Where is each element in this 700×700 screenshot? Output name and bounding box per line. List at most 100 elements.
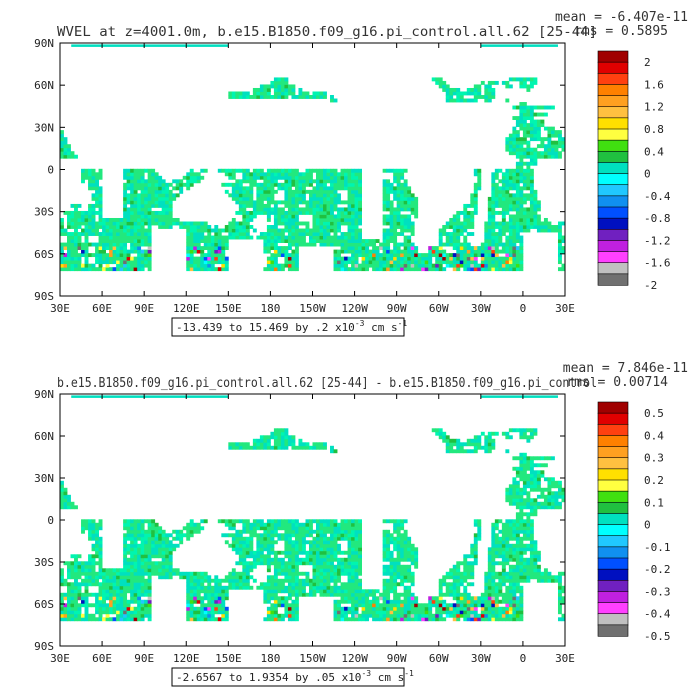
- contour-range-label: -2.6567 to 1.9354 by .05 x10-3 cm s-1: [176, 669, 414, 684]
- x-tick-label: 30E: [555, 302, 575, 315]
- colorbar-label: -0.1: [644, 541, 671, 554]
- x-tick-label: 30W: [471, 652, 491, 665]
- colorbar-label: 0: [644, 519, 651, 532]
- colorbar-swatch: [597, 273, 629, 286]
- colorbar-label: 0.2: [644, 474, 664, 487]
- plot-title: b.e15.B1850.f09_g16.pi_control.all.62 [2…: [57, 376, 597, 391]
- x-tick-label: 60E: [92, 302, 112, 315]
- rms-label: rms = 0.00714: [566, 375, 668, 390]
- colorbar-label: 0.4: [644, 145, 664, 158]
- colorbar-swatch: [597, 613, 629, 626]
- colorbar: 0.5 0.4 0.3 0.2 0.1 0 -0.1 -0.2 -0.3 -0.4 -0.5: [597, 401, 671, 643]
- colorbar-swatch: [597, 557, 629, 570]
- field-cells: [60, 395, 566, 622]
- x-tick-label: 30E: [50, 302, 70, 315]
- x-tick-label: 30E: [50, 652, 70, 665]
- mean-label: mean = -6.407e-11: [555, 10, 688, 25]
- y-tick-label: 30N: [34, 121, 54, 134]
- x-axis: 30E 60E 90E 120E 150E 180 150W 120W 90W 60W 30W 0 30…: [50, 394, 575, 665]
- colorbar-swatch: [597, 435, 629, 448]
- colorbar-swatch: [597, 217, 629, 230]
- x-tick-label: 30W: [471, 302, 491, 315]
- x-tick-label: 90W: [387, 652, 407, 665]
- colorbar-swatch: [597, 546, 629, 559]
- x-tick-label: 60W: [429, 302, 449, 315]
- colorbar-label: -1.6: [644, 257, 671, 270]
- colorbar-swatch: [597, 251, 629, 264]
- y-tick-label: 60S: [34, 598, 54, 611]
- colorbar-label: 0.4: [644, 429, 664, 442]
- colorbar-swatch: [597, 624, 629, 637]
- x-tick-label: 120E: [173, 652, 200, 665]
- colorbar-swatch: [597, 61, 629, 74]
- colorbar-swatch: [597, 228, 629, 242]
- x-axis: 30E 60E 90E 120E 150E 180 150W 120W 90W 60W 30W 0 30…: [50, 43, 575, 315]
- x-tick-label: 60E: [92, 652, 112, 665]
- x-tick-label: 180: [260, 652, 280, 665]
- y-axis: 90N 60N 30N 0 30S 60S 90S: [34, 37, 565, 303]
- x-tick-label: 120E: [173, 302, 200, 315]
- x-tick-label: 90W: [387, 302, 407, 315]
- colorbar-swatch: [597, 72, 629, 86]
- x-tick-label: 150W: [299, 652, 326, 665]
- contour-range-box: -2.6567 to 1.9354 by .05 x10-3 cm s-1: [171, 667, 414, 687]
- y-tick-label: 60N: [34, 79, 54, 92]
- rms-label: rms = 0.5895: [574, 24, 668, 39]
- x-tick-label: 150E: [215, 652, 242, 665]
- colorbar-swatch: [597, 579, 629, 593]
- x-tick-label: 150E: [215, 302, 242, 315]
- colorbar-swatch: [597, 84, 629, 97]
- colorbar-label: 0.5: [644, 407, 664, 420]
- contour-range-box: -13.439 to 15.469 by .2 x10-3 cm s-1: [171, 317, 407, 337]
- colorbar-swatch: [597, 446, 629, 459]
- y-tick-label: 60S: [34, 248, 54, 261]
- y-tick-label: 30S: [34, 206, 54, 219]
- colorbar-swatch: [597, 162, 629, 175]
- colorbar-swatch: [597, 206, 629, 219]
- colorbar-swatch: [597, 602, 629, 615]
- colorbar-swatch: [597, 173, 629, 186]
- y-tick-label: 90S: [34, 290, 54, 303]
- contour-range-label: -13.439 to 15.469 by .2 x10-3 cm s-1: [176, 319, 407, 334]
- colorbar-swatch: [597, 568, 629, 581]
- colorbar-swatch: [597, 50, 629, 63]
- x-tick-label: 30E: [555, 652, 575, 665]
- y-tick-label: 0: [47, 514, 54, 527]
- x-tick-label: 60W: [429, 652, 449, 665]
- colorbar: 2 1.6 1.2 0.8 0.4 0 -0.4 -0.8 -1.2 -1.6 -2: [597, 50, 671, 292]
- colorbar-swatch: [597, 262, 629, 275]
- colorbar-label: 0.8: [644, 123, 664, 136]
- colorbar-swatch: [597, 513, 629, 526]
- colorbar-swatch: [597, 423, 629, 437]
- colorbar-swatch: [597, 139, 629, 152]
- plot-title: WVEL at z=4001.0m, b.e15.B1850.f09_g16.p…: [57, 25, 597, 40]
- colorbar-swatch: [597, 128, 629, 141]
- colorbar-label: -0.3: [644, 585, 671, 598]
- y-axis: 90N 60N 30N 0 30S 60S 90S: [34, 388, 565, 653]
- field-cells: [60, 44, 566, 272]
- y-tick-label: 0: [47, 164, 54, 177]
- x-tick-label: 0: [520, 652, 527, 665]
- y-tick-label: 30S: [34, 556, 54, 569]
- x-tick-label: 150W: [299, 302, 326, 315]
- x-tick-label: 90E: [134, 302, 154, 315]
- colorbar-swatch: [597, 150, 629, 164]
- x-tick-label: 90E: [134, 652, 154, 665]
- colorbar-label: 2: [644, 56, 651, 69]
- colorbar-swatch: [597, 240, 629, 253]
- colorbar-swatch: [597, 412, 629, 425]
- colorbar-swatch: [597, 524, 629, 537]
- colorbar-swatch: [597, 501, 629, 515]
- colorbar-swatch: [597, 184, 629, 197]
- colorbar-swatch: [597, 468, 629, 481]
- colorbar-swatch: [597, 401, 629, 414]
- colorbar-label: 0.3: [644, 452, 664, 465]
- colorbar-label: 0: [644, 168, 651, 181]
- colorbar-label: -0.8: [644, 212, 671, 225]
- colorbar-swatch: [597, 117, 629, 130]
- colorbar-swatch: [597, 95, 629, 108]
- colorbar-label: -0.5: [644, 630, 671, 643]
- colorbar-label: -2: [644, 279, 657, 292]
- y-tick-label: 90N: [34, 388, 54, 401]
